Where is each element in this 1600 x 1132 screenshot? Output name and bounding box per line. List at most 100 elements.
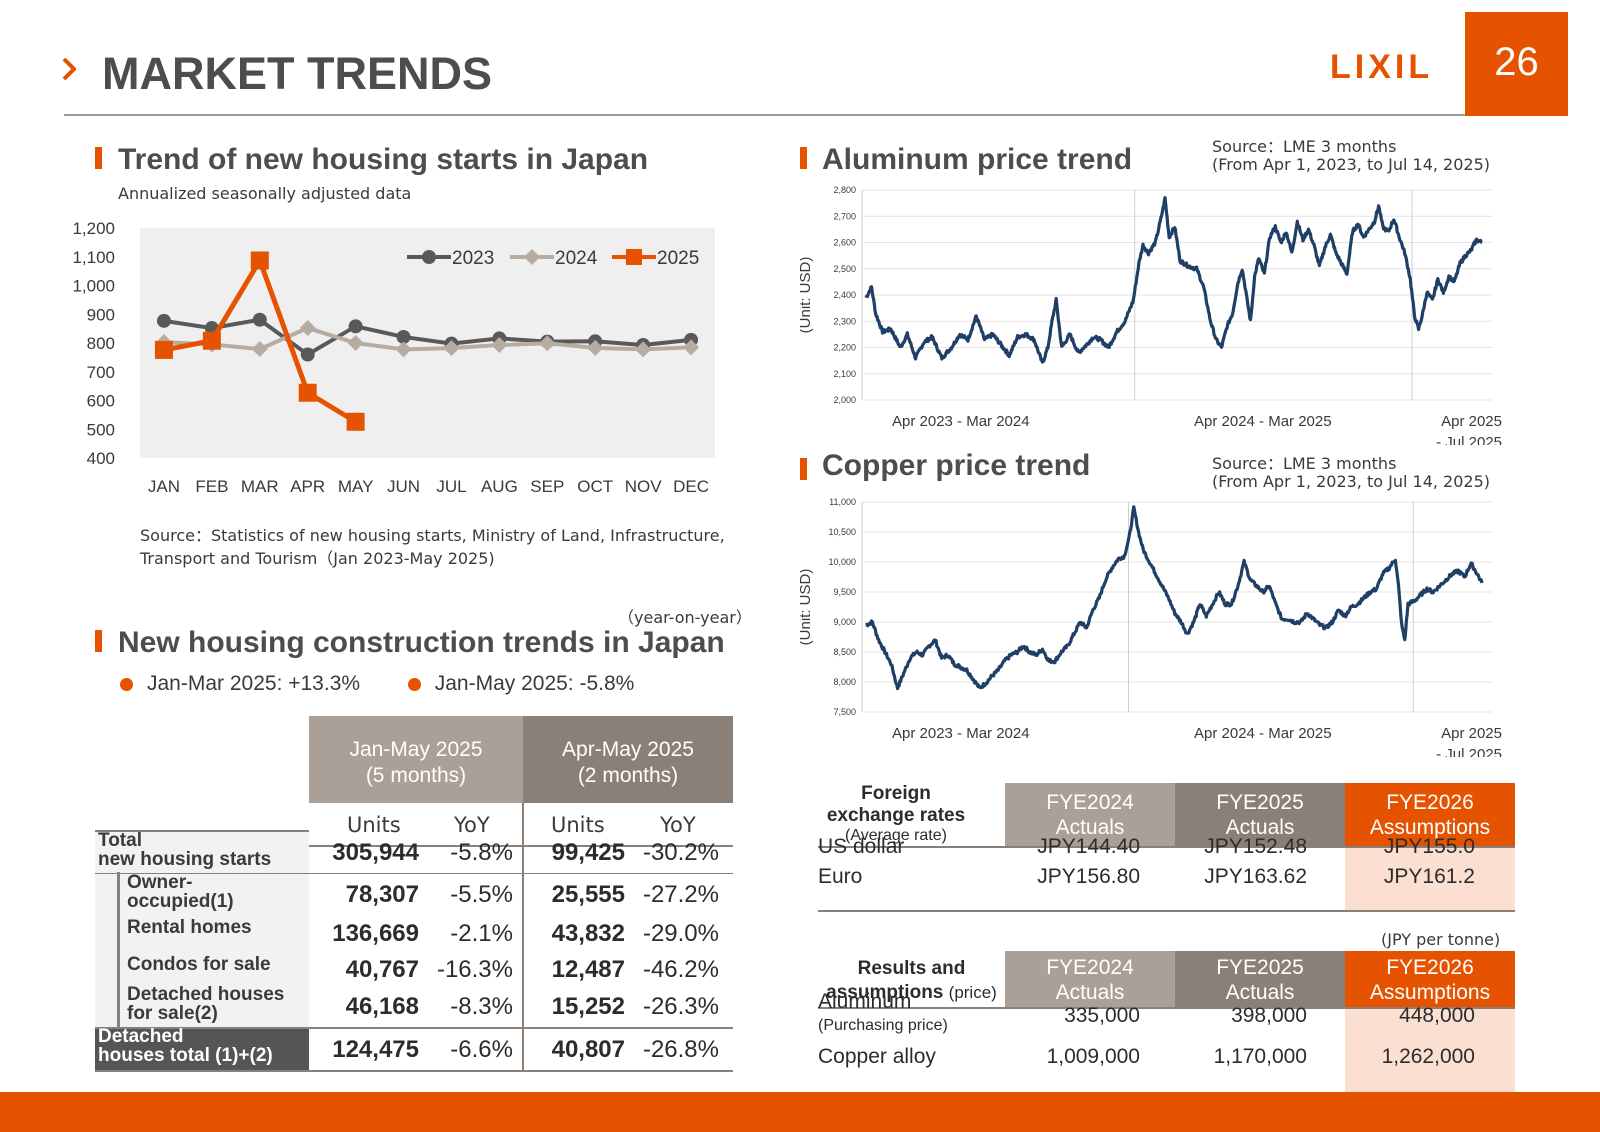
housing-trend-subtitle: Annualized seasonally adjusted data (118, 184, 412, 203)
fx-col-fye2025-line1: FYE2025 (1216, 791, 1304, 814)
col-header-jan-may: Jan-May 2025 (5 months) (309, 716, 523, 803)
aluminum-source-line2: (From Apr 1, 2023, to Jul 14, 2025) (1212, 155, 1491, 174)
row-label: Copper alloy (818, 1045, 936, 1068)
y-tick-label: 2,300 (833, 316, 856, 326)
value-cell-v1: 335,000 (1064, 1004, 1140, 1027)
lixil-logo: LIXIL (1330, 48, 1434, 86)
bullet-icon (120, 677, 133, 691)
fx-col-fye2026: FYE2026 Assumptions (1345, 783, 1515, 847)
y-tick-label: 2,400 (833, 290, 856, 300)
x-tick-label: MAY (338, 477, 374, 496)
copper-price-chart: 11,000 10,500 10,000 9,500 9,000 8,500 8,000 7,… (800, 497, 1502, 757)
value-cell-v3: JPY155.0 (1383, 835, 1475, 858)
table-bottom-rule (95, 1070, 733, 1072)
label-column-bg (95, 830, 309, 1028)
row-label-line2: occupied(1) (127, 891, 234, 912)
construction-row-label: Total new housing starts (98, 831, 298, 869)
copper-source-line2: (From Apr 1, 2023, to Jul 14, 2025) (1212, 472, 1491, 491)
row-sublabel: (Purchasing price) (818, 1017, 948, 1034)
chevron-right-icon (62, 58, 76, 80)
cell-units-jan-may: 40,767 (345, 956, 419, 983)
y-axis-label: (Unit: USD) (800, 257, 814, 334)
row-label-line1: Condos for sale (127, 954, 271, 975)
value-cell-v3: 448,000 (1399, 1004, 1475, 1027)
y-tick-label: 2,700 (833, 211, 856, 221)
y-tick-label: 9,000 (833, 617, 856, 627)
bullet-jan-may: Jan-May 2025: -5.8% (434, 672, 635, 695)
period-label: Apr 2024 - Mar 2025 (1194, 413, 1332, 430)
point-2024 (539, 335, 556, 352)
bullet-jan-mar: Jan-Mar 2025: +13.3% (147, 672, 361, 695)
cell-yoy-apr-may: -30.2% (642, 839, 719, 866)
cell-units-apr-may: 15,252 (551, 993, 625, 1020)
y-tick-label: 900 (87, 305, 115, 324)
point-2024 (443, 340, 460, 357)
y-tick-label: 1,100 (72, 248, 115, 267)
row-label-line1: Total (98, 830, 142, 851)
bullet-icon (407, 677, 421, 691)
point-2024 (683, 339, 700, 356)
construction-row-label: Detached houses for sale(2) (127, 985, 327, 1023)
housing-starts-chart: 1,200 1,100 1,000 900 800 700 600 500 400 JAN FEB M… (72, 219, 715, 496)
cell-yoy-jan-may: -16.3% (436, 956, 513, 983)
construction-row-label: Rental homes (127, 917, 327, 939)
results-unit-note: (JPY per tonne) (1381, 930, 1501, 949)
cell-units-jan-may: 46,168 (345, 993, 419, 1020)
point-2023 (396, 329, 411, 344)
fx-col-fye2025-line2: Actuals (1225, 816, 1295, 839)
results-label-line1: Results and (857, 958, 966, 979)
results-col-fye2026-line2: Assumptions (1369, 981, 1491, 1004)
cell-yoy-jan-may: -6.6% (450, 1036, 513, 1063)
y-tick-label: 2,000 (833, 395, 856, 405)
results-header-rule (818, 1007, 1515, 1009)
section-marker (800, 147, 807, 169)
indent-bar (117, 872, 120, 1028)
results-col-fye2025-line1: FYE2025 (1216, 956, 1304, 979)
section-marker (800, 458, 807, 480)
period-label: Apr 2024 - Mar 2025 (1194, 725, 1332, 742)
fx-col-fye2026-line2: Assumptions (1369, 816, 1491, 839)
results-label: Results and assumptions (price) (818, 957, 1005, 1005)
cell-yoy-apr-may: -26.3% (642, 993, 719, 1020)
y-tick-label: 8,000 (833, 677, 856, 687)
y-tick-label: 9,500 (833, 587, 856, 597)
cell-units-jan-may: 124,475 (332, 1036, 419, 1063)
legend-marker-2025 (626, 249, 642, 265)
cell-yoy-apr-may: -29.0% (642, 920, 719, 947)
cell-yoy-jan-may: -5.5% (450, 881, 513, 908)
fx-label: Foreign exchange rates (Average rate) (805, 783, 987, 845)
col-header-jan-may-line2: (5 months) (365, 764, 467, 787)
point-2025 (202, 331, 221, 350)
results-col-fye2026: FYE2026 Assumptions (1345, 951, 1515, 1008)
row-label: Aluminum (818, 990, 912, 1013)
results-col-fye2025-line2: Actuals (1225, 981, 1295, 1004)
y-tick-label: 2,100 (833, 369, 856, 379)
col-header-apr-may: Apr-May 2025 (2 months) (523, 716, 733, 803)
col-header-jan-may-line1: Jan-May 2025 (349, 738, 483, 761)
page-number-box (1465, 12, 1568, 116)
x-tick-label: FEB (195, 477, 228, 496)
point-2025 (250, 251, 269, 270)
series-line-2024 (163, 325, 692, 352)
price-line (865, 505, 1484, 691)
sub-header-yoy: YoY (454, 813, 490, 837)
y-tick-label: 2,600 (833, 238, 856, 248)
y-tick-label: 500 (87, 420, 115, 439)
row-rule (95, 1027, 733, 1029)
point-2023 (300, 347, 315, 362)
section-marker (95, 630, 102, 652)
row-label-line1: Detached houses (127, 984, 285, 1005)
col-header-apr-may-line2: (2 months) (577, 764, 679, 787)
y-tick-label: 1,200 (72, 219, 115, 238)
y-axis-label: (Unit: USD) (800, 569, 814, 646)
construction-row-label: Condos for sale (127, 954, 327, 976)
sub-header-row (309, 803, 733, 847)
series-line-2023 (163, 317, 692, 357)
period-label: - Jul 2025 (1436, 434, 1502, 445)
row-rule (95, 873, 733, 874)
period-label: - Jul 2025 (1436, 746, 1502, 757)
column-divider (522, 803, 524, 1071)
point-2024 (491, 337, 508, 354)
copper-title: Copper price trend (822, 449, 1091, 482)
sub-header-yoy: YoY (660, 813, 696, 837)
